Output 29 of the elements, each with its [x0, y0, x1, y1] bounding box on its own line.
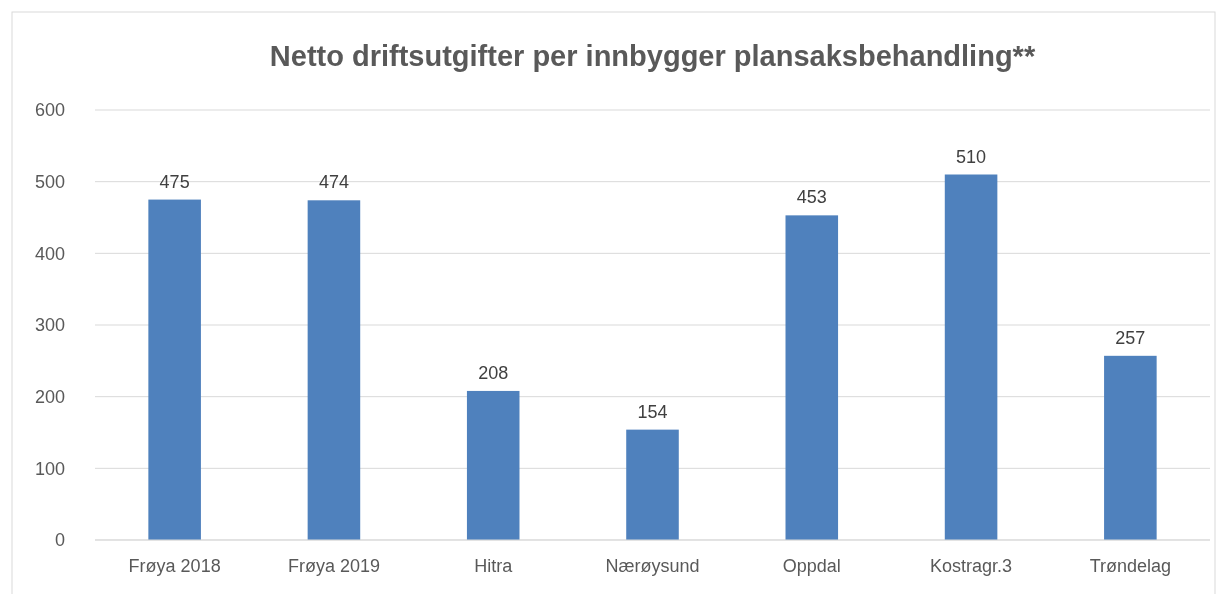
y-tick-label: 0: [54, 530, 65, 551]
bar: [626, 429, 679, 540]
data-label: 208: [478, 362, 509, 383]
x-tick-label: Frøya 2019: [287, 556, 380, 576]
y-tick-label: 500: [34, 171, 65, 192]
y-tick-label: 200: [34, 386, 65, 407]
y-tick-label: 400: [34, 243, 65, 264]
y-tick-label: 600: [34, 100, 65, 121]
data-label: 510: [956, 146, 987, 167]
bar: [148, 199, 201, 540]
x-tick-label: Frøya 2018: [128, 556, 221, 576]
x-tick-label: Hitra: [474, 556, 514, 576]
bar: [944, 174, 998, 540]
data-label: 475: [159, 171, 190, 192]
x-tick-label: Oppdal: [782, 556, 841, 576]
data-label: 257: [1115, 327, 1146, 348]
bar: [466, 390, 520, 540]
data-label: 154: [637, 401, 668, 422]
x-tick-label: Nærøysund: [605, 556, 700, 576]
x-tick-label: Kostragr.3: [930, 556, 1013, 576]
data-label: 474: [318, 172, 349, 193]
chart-title: Netto driftsutgifter per innbygger plansaksbehandling**: [269, 40, 1036, 72]
y-tick-label: 100: [34, 458, 65, 479]
x-tick-label: Trøndelag: [1089, 556, 1172, 576]
bar: [785, 215, 839, 540]
bar: [307, 200, 361, 540]
data-label: 453: [796, 187, 827, 208]
y-tick-label: 300: [34, 315, 65, 336]
bar: [1104, 355, 1157, 540]
